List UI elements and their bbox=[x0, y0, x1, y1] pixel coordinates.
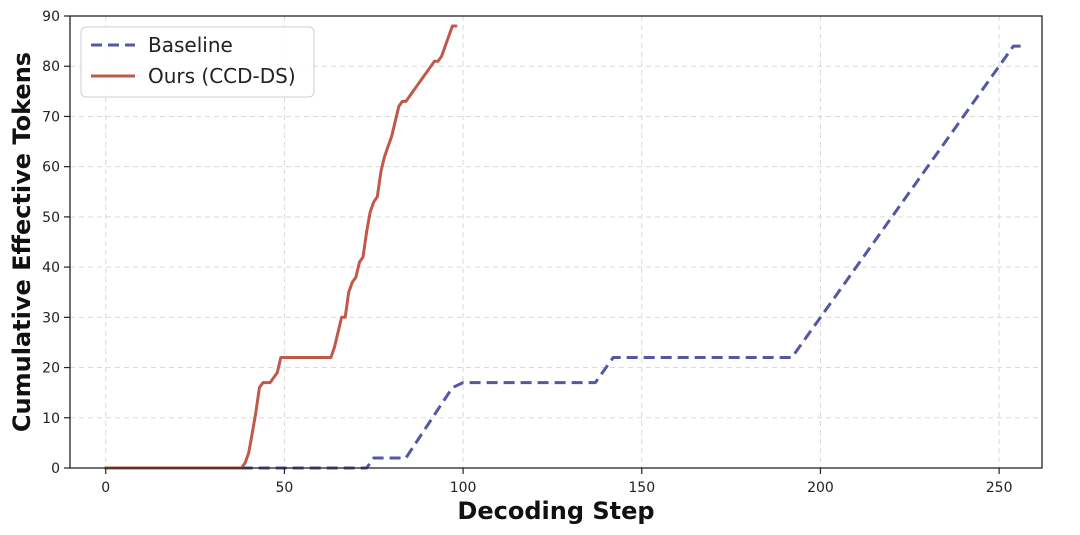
y-tick-label: 20 bbox=[42, 361, 60, 377]
legend-label: Ours (CCD-DS) bbox=[148, 64, 296, 88]
series-line-baseline bbox=[105, 44, 1021, 470]
legend-box bbox=[80, 26, 315, 98]
x-tick-label: 50 bbox=[275, 480, 293, 496]
series-layer bbox=[104, 24, 1021, 470]
x-axis-label: Decoding Step bbox=[457, 497, 654, 525]
ticks: 0 50 100 150 200 250 0 10 20 30 40 50 60 70 80 90 bbox=[42, 9, 1012, 496]
x-tick-label: 200 bbox=[807, 480, 834, 496]
y-tick-label: 70 bbox=[42, 109, 60, 125]
x-tick-label: 100 bbox=[450, 480, 477, 496]
y-tick-label: 90 bbox=[42, 9, 60, 25]
y-tick-label: 80 bbox=[42, 59, 60, 75]
x-tick-label: 150 bbox=[628, 480, 655, 496]
legend-label: Baseline bbox=[148, 33, 233, 57]
y-tick-label: 50 bbox=[42, 210, 60, 226]
x-tick-label: 0 bbox=[101, 480, 110, 496]
x-tick-label: 250 bbox=[986, 480, 1013, 496]
y-tick-label: 0 bbox=[51, 461, 60, 477]
legend: Baseline Ours (CCD-DS) bbox=[80, 26, 315, 98]
y-tick-label: 10 bbox=[42, 411, 60, 427]
y-tick-label: 30 bbox=[42, 310, 60, 326]
series-line-ours bbox=[104, 24, 458, 470]
plot-frame bbox=[69, 15, 1043, 469]
y-tick-label: 40 bbox=[42, 260, 60, 276]
y-tick-label: 60 bbox=[42, 160, 60, 176]
y-axis-label: Cumulative Effective Tokens bbox=[8, 52, 36, 432]
